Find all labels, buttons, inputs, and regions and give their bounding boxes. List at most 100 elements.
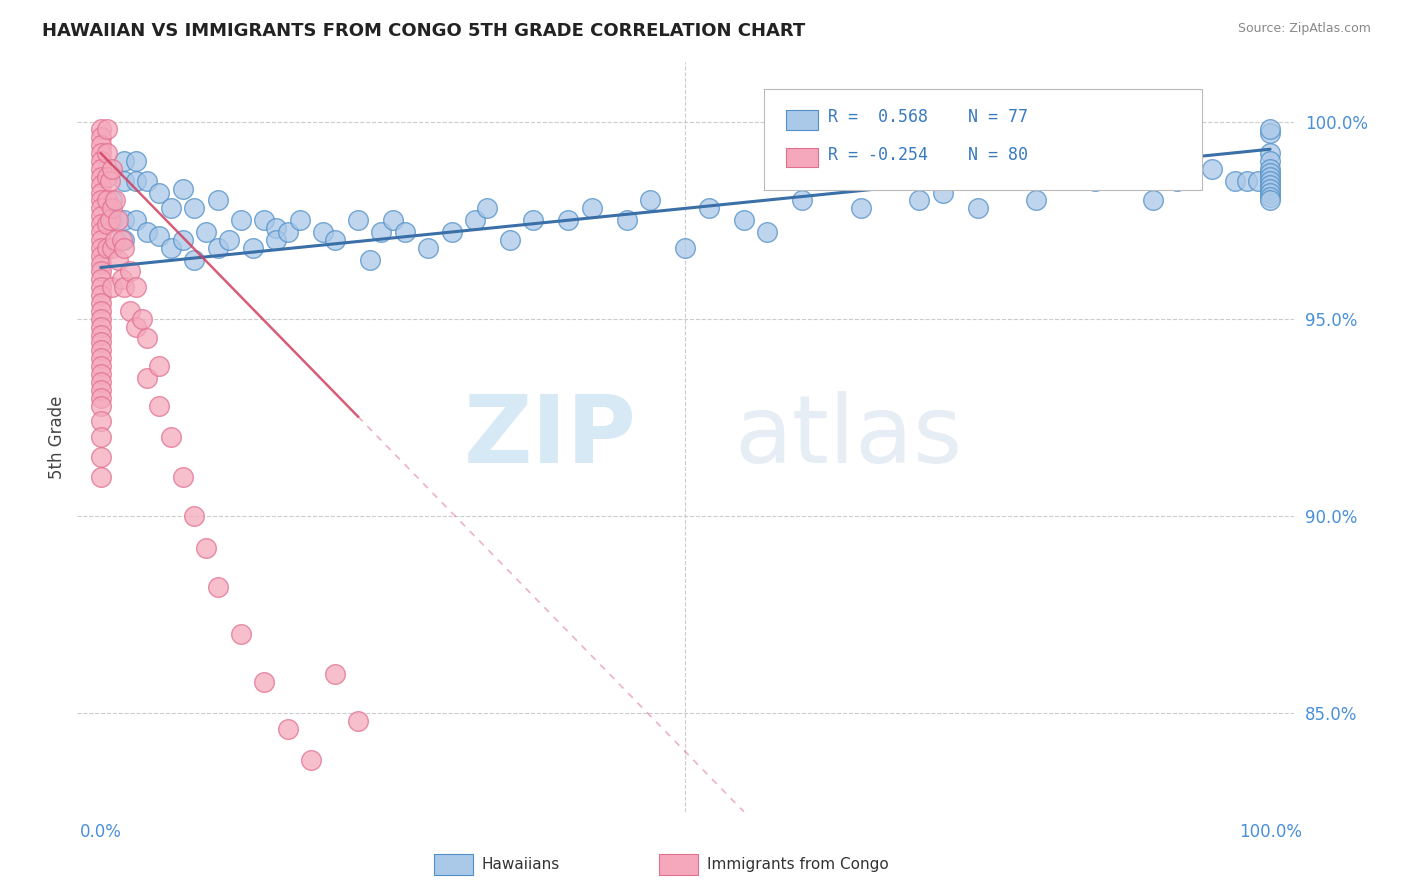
Point: [90, 241, 112, 255]
Point: [218, 233, 240, 247]
Point: [90, 122, 112, 136]
Point: [1166, 174, 1188, 188]
Point: [475, 202, 498, 216]
Point: [1258, 127, 1281, 141]
Point: [172, 233, 194, 247]
Point: [96, 169, 118, 184]
Point: [1025, 194, 1047, 208]
Point: [118, 304, 141, 318]
Point: [640, 194, 662, 208]
Point: [90, 430, 112, 444]
Point: [1258, 169, 1281, 184]
Point: [90, 249, 112, 263]
Text: ZIP: ZIP: [464, 391, 637, 483]
Point: [418, 241, 440, 255]
Text: atlas: atlas: [734, 391, 962, 483]
FancyBboxPatch shape: [786, 148, 818, 168]
Point: [101, 241, 124, 255]
Point: [1258, 166, 1281, 180]
Point: [96, 122, 118, 136]
Point: [253, 674, 276, 689]
Point: [323, 666, 346, 681]
Point: [90, 335, 112, 350]
Point: [101, 194, 124, 208]
Point: [148, 186, 170, 200]
Point: [148, 399, 170, 413]
Point: [90, 256, 112, 270]
Point: [90, 304, 112, 318]
Point: [931, 186, 953, 200]
Point: [90, 280, 112, 294]
Point: [207, 580, 229, 594]
Point: [104, 194, 127, 208]
Point: [136, 371, 159, 385]
Point: [499, 233, 522, 247]
Point: [90, 469, 112, 483]
Point: [792, 194, 814, 208]
Point: [675, 241, 697, 255]
Point: [90, 202, 112, 216]
Point: [194, 541, 217, 555]
Point: [90, 233, 112, 247]
Point: [849, 202, 872, 216]
Point: [111, 233, 134, 247]
Point: [229, 213, 252, 227]
Point: [107, 213, 129, 227]
Point: [756, 225, 779, 239]
Point: [394, 225, 416, 239]
Point: [90, 209, 112, 223]
Point: [90, 351, 112, 366]
Y-axis label: 5th Grade: 5th Grade: [48, 395, 66, 479]
FancyBboxPatch shape: [433, 854, 472, 875]
Point: [908, 194, 931, 208]
Point: [90, 225, 112, 239]
Text: R =  0.568    N = 77: R = 0.568 N = 77: [828, 108, 1028, 126]
Point: [90, 178, 112, 192]
FancyBboxPatch shape: [786, 111, 818, 130]
Point: [90, 375, 112, 389]
Point: [264, 221, 287, 235]
Point: [1258, 178, 1281, 192]
Point: [90, 138, 112, 153]
Point: [1258, 122, 1281, 136]
Point: [1084, 174, 1107, 188]
Point: [90, 288, 112, 302]
Point: [183, 508, 205, 523]
Point: [183, 252, 205, 267]
Point: [581, 202, 603, 216]
Point: [207, 241, 229, 255]
Point: [1201, 161, 1223, 176]
Point: [440, 225, 463, 239]
Point: [112, 241, 135, 255]
Point: [90, 399, 112, 413]
Point: [264, 233, 287, 247]
Point: [98, 213, 121, 227]
Point: [312, 225, 335, 239]
Point: [1258, 189, 1281, 203]
Point: [90, 391, 112, 405]
Point: [1258, 181, 1281, 195]
Point: [1236, 174, 1258, 188]
Point: [172, 181, 194, 195]
Point: [136, 225, 159, 239]
Point: [136, 174, 159, 188]
Point: [90, 272, 112, 286]
Point: [1258, 146, 1281, 161]
Point: [1223, 174, 1246, 188]
Point: [90, 319, 112, 334]
Point: [347, 213, 370, 227]
Point: [96, 241, 118, 255]
Point: [90, 383, 112, 397]
Point: [183, 202, 205, 216]
Point: [323, 233, 346, 247]
Point: [90, 146, 112, 161]
Point: [96, 194, 118, 208]
Point: [160, 430, 183, 444]
Point: [90, 217, 112, 231]
Point: [90, 296, 112, 310]
Point: [160, 202, 183, 216]
Point: [288, 213, 311, 227]
Point: [616, 213, 638, 227]
Point: [101, 213, 124, 227]
Point: [90, 311, 112, 326]
